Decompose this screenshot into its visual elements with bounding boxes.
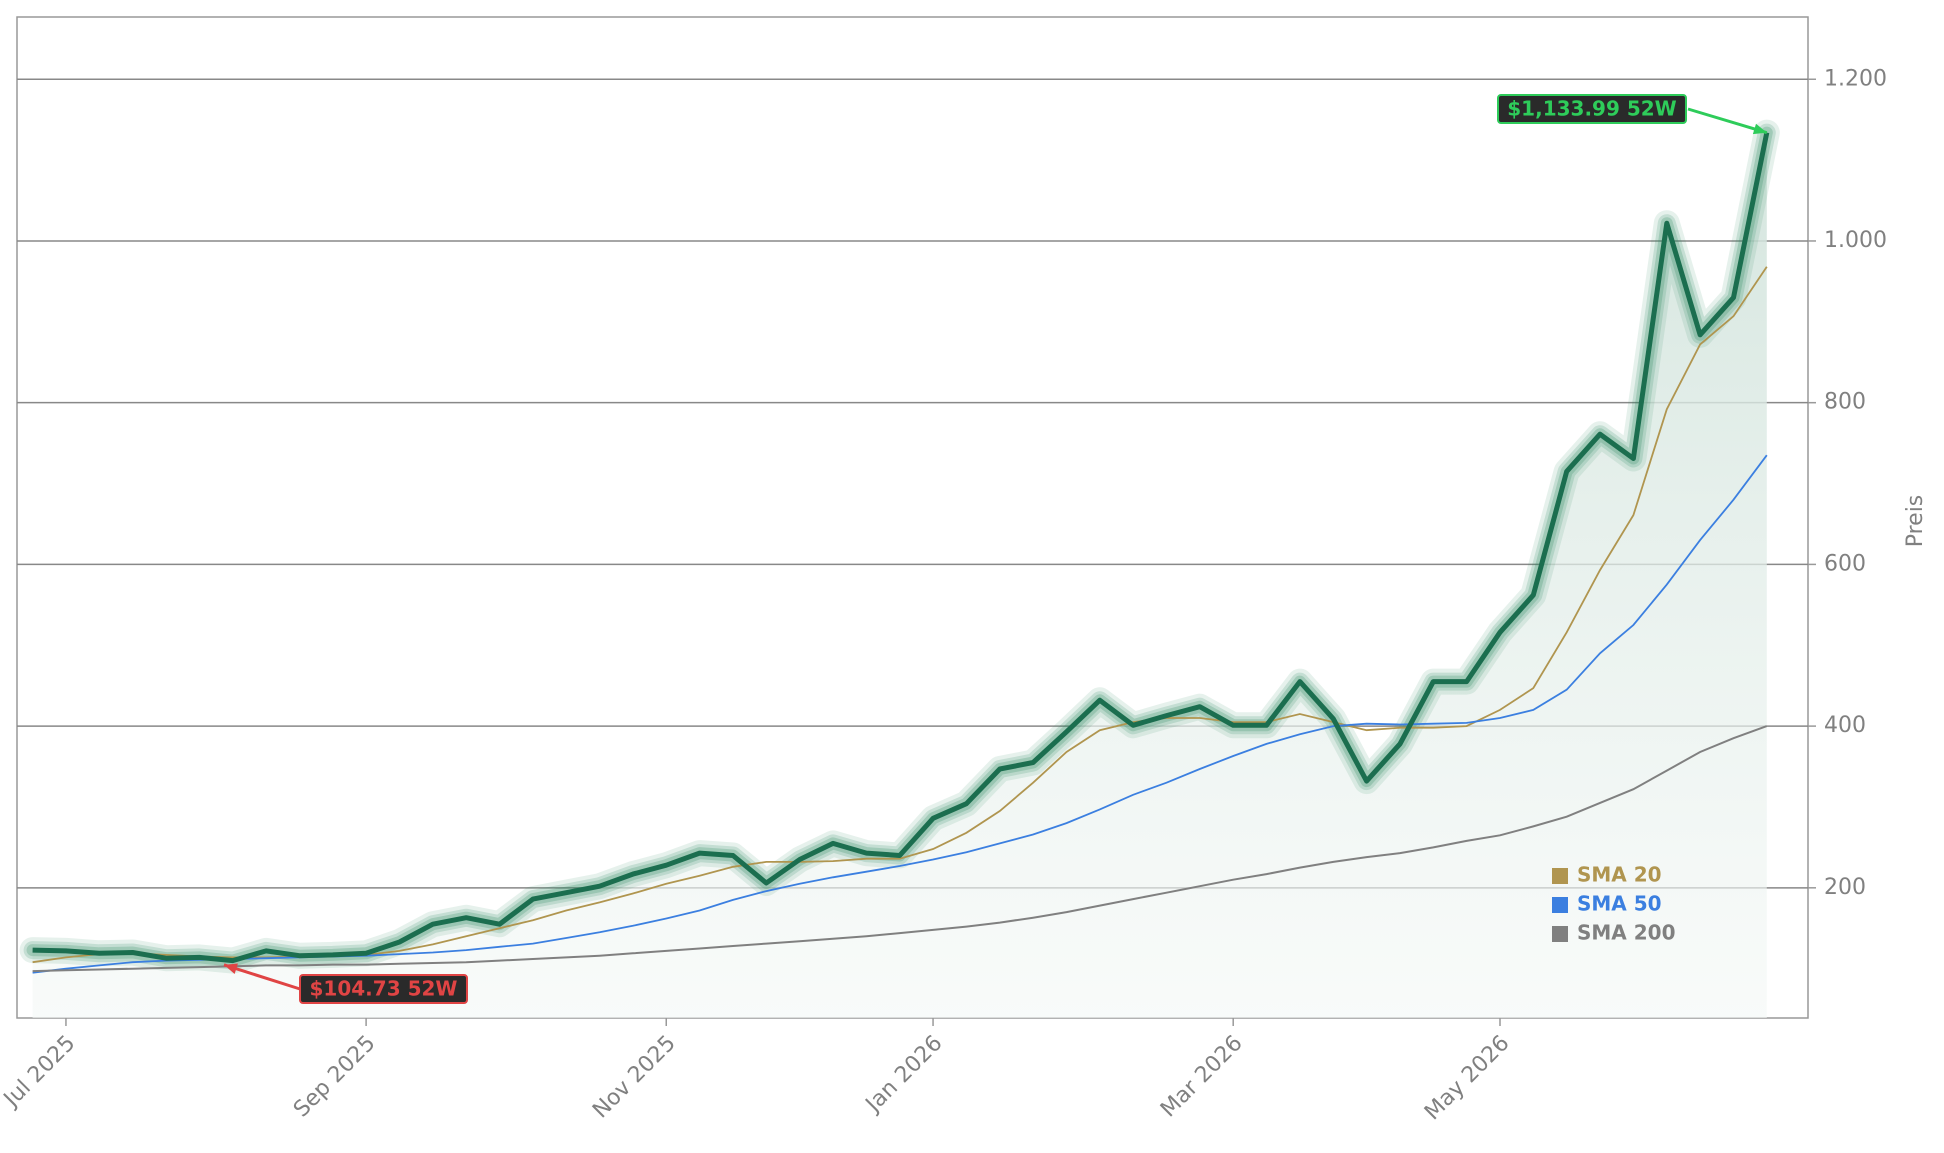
x-tick-label: Jul 2025 — [0, 1031, 80, 1113]
legend-swatch — [1552, 868, 1568, 884]
y-tick-label: 800 — [1824, 390, 1866, 415]
legend-label: SMA 50 — [1577, 892, 1662, 916]
y-tick-label: 200 — [1824, 875, 1866, 900]
x-tick-label: Sep 2025 — [289, 1031, 381, 1123]
legend-swatch — [1552, 897, 1568, 913]
annotation-arrowhead — [224, 963, 238, 974]
price-area — [32, 132, 1767, 1019]
y-tick-label: 600 — [1824, 551, 1866, 576]
x-tick-label: Mar 2026 — [1156, 1031, 1248, 1123]
y-tick-label: 400 — [1824, 713, 1866, 738]
annotation-arrow — [1687, 107, 1768, 135]
x-tick-label: May 2026 — [1420, 1031, 1514, 1125]
price-line — [32, 132, 1770, 964]
legend-swatch — [1552, 926, 1568, 942]
annotation-arrow — [223, 963, 301, 991]
sma-line — [32, 725, 1768, 973]
y-tick-label: 1.000 — [1824, 228, 1887, 253]
annotation-label: $1,133.99 52W — [1507, 97, 1676, 121]
annotation-box — [1497, 94, 1687, 124]
annotation-box — [299, 974, 468, 1004]
y-axis-label: Preis — [1903, 495, 1928, 548]
x-tick-label: Jan 2026 — [860, 1031, 948, 1119]
x-tick-label: Nov 2025 — [588, 1031, 681, 1124]
annotation-arrowhead — [1752, 123, 1767, 135]
legend-label: SMA 200 — [1577, 921, 1676, 945]
legend-label: SMA 20 — [1577, 863, 1662, 887]
y-tick-label: 1.200 — [1824, 66, 1887, 91]
annotation-label: $104.73 52W — [310, 977, 458, 1001]
